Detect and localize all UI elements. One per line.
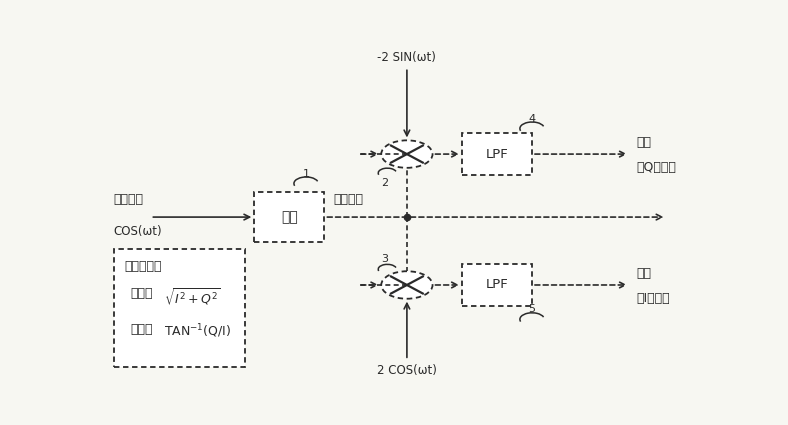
FancyBboxPatch shape	[113, 249, 245, 367]
Text: 振幅＝: 振幅＝	[131, 286, 154, 300]
FancyBboxPatch shape	[462, 264, 532, 306]
FancyBboxPatch shape	[255, 192, 325, 242]
Text: 4: 4	[529, 113, 536, 124]
Text: LPF: LPF	[485, 278, 508, 292]
FancyBboxPatch shape	[462, 133, 532, 176]
Text: COS(ωt): COS(ωt)	[113, 225, 162, 238]
Text: 系统输出：: 系统输出：	[125, 261, 162, 273]
Text: 正交: 正交	[636, 136, 651, 149]
Text: 1: 1	[303, 169, 310, 178]
Circle shape	[381, 271, 433, 299]
Text: TAN$^{-1}$(Q/I): TAN$^{-1}$(Q/I)	[165, 323, 232, 340]
Text: 系统: 系统	[281, 210, 298, 224]
Text: LPF: LPF	[485, 147, 508, 161]
Text: 5: 5	[529, 304, 536, 314]
Text: 系统输出: 系统输出	[333, 193, 363, 206]
Text: $\sqrt{I^2+Q^2}$: $\sqrt{I^2+Q^2}$	[165, 286, 221, 308]
Text: （Q）信号: （Q）信号	[636, 161, 676, 174]
Text: 系统输入: 系统输入	[113, 193, 143, 206]
Text: 同相: 同相	[636, 267, 651, 280]
Text: （I）信号: （I）信号	[636, 292, 670, 305]
Text: 2 COS(ωt): 2 COS(ωt)	[377, 363, 437, 377]
Text: 2: 2	[381, 178, 388, 188]
Text: 相位＝: 相位＝	[131, 323, 154, 336]
Text: 3: 3	[381, 255, 388, 264]
Circle shape	[381, 140, 433, 168]
Text: -2 SIN(ωt): -2 SIN(ωt)	[377, 51, 437, 64]
